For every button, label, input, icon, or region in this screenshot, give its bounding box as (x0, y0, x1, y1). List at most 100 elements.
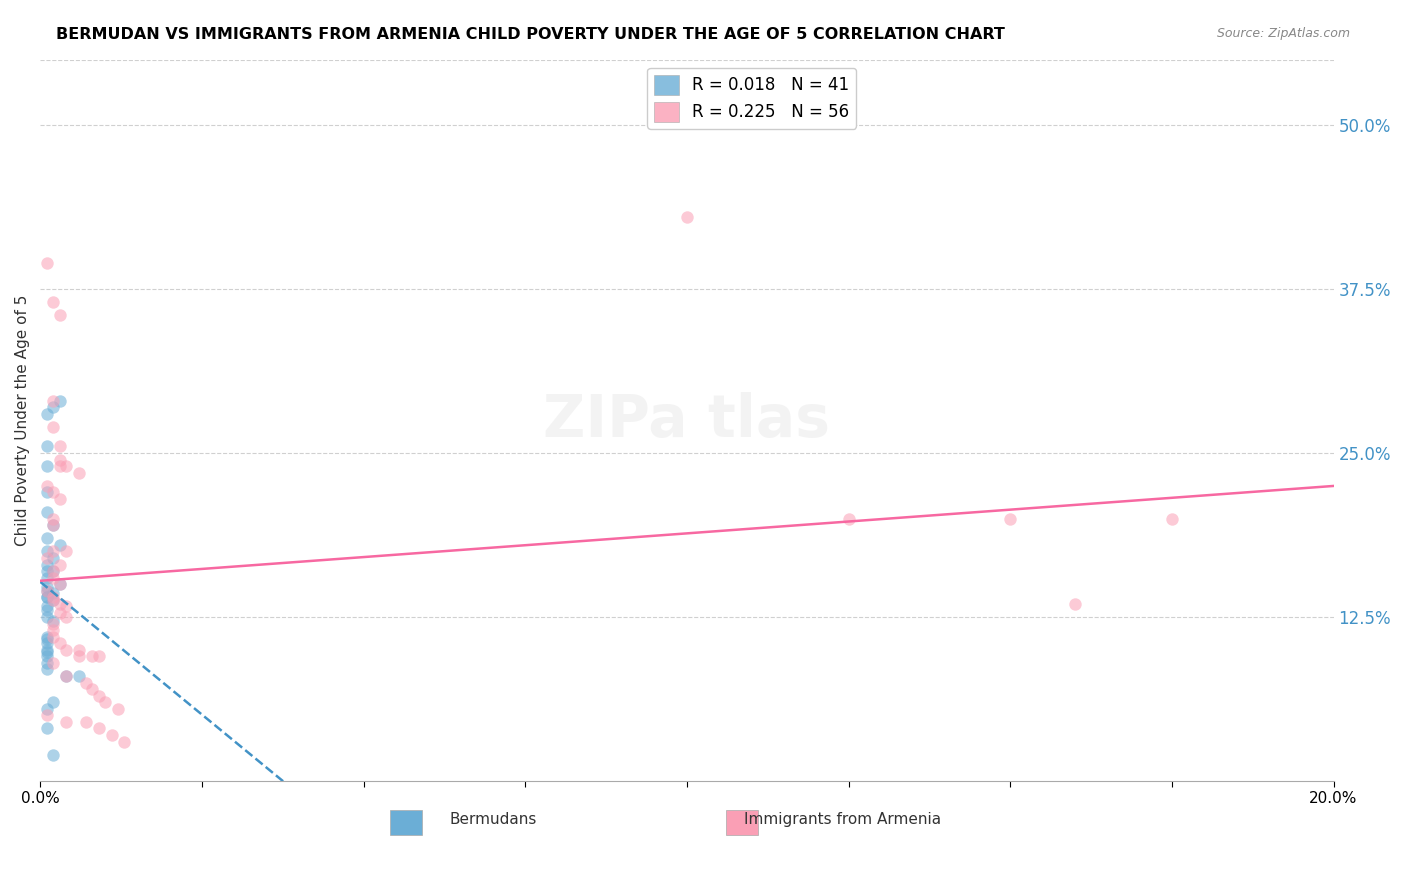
Point (35, 531, 58, 545)
Point (35, 505, 58, 519)
Point (42, 614, 65, 628)
Point (35, 580, 58, 594)
Point (82, 649, 104, 664)
Point (49, 636, 72, 650)
Point (49, 393, 72, 408)
Point (35, 610, 58, 624)
FancyBboxPatch shape (389, 810, 422, 835)
Point (55, 599, 77, 614)
Point (35, 583, 58, 598)
Point (35, 630, 58, 644)
Point (35, 645, 58, 659)
Point (67, 669, 90, 683)
Point (67, 642, 90, 657)
Point (42, 593, 65, 607)
Point (35, 459, 58, 474)
Point (42, 616, 65, 631)
Point (49, 452, 72, 467)
Point (35, 583, 58, 598)
Point (42, 571, 65, 585)
Point (35, 571, 58, 585)
Legend: R = 0.018   N = 41, R = 0.225   N = 56: R = 0.018 N = 41, R = 0.225 N = 56 (647, 68, 856, 128)
Point (35, 662, 58, 676)
Point (42, 564, 65, 578)
Point (42, 485, 65, 500)
Point (42, 656, 65, 670)
Point (49, 491, 72, 506)
Point (49, 577, 72, 591)
Point (75, 675, 97, 690)
Point (676, 210, 699, 224)
Point (55, 642, 77, 657)
Point (82, 682, 104, 697)
Point (42, 623, 65, 637)
Point (35, 564, 58, 578)
Point (42, 550, 65, 565)
Point (107, 702, 129, 716)
Point (35, 558, 58, 572)
Point (35, 603, 58, 617)
Point (42, 295, 65, 310)
FancyBboxPatch shape (725, 810, 758, 835)
Point (35, 599, 58, 614)
Point (42, 518, 65, 533)
Point (55, 459, 77, 474)
Point (42, 695, 65, 709)
Text: Immigrants from Armenia: Immigrants from Armenia (744, 812, 941, 827)
Point (94, 695, 117, 709)
Point (87, 722, 110, 736)
Point (114, 734, 136, 748)
Point (55, 714, 77, 729)
Point (42, 586, 65, 600)
Text: Source: ZipAtlas.com: Source: ZipAtlas.com (1216, 27, 1350, 40)
Point (49, 577, 72, 591)
Point (1160, 511, 1182, 525)
Point (35, 642, 58, 657)
Point (838, 511, 860, 525)
Point (87, 689, 110, 703)
Text: BERMUDAN VS IMMIGRANTS FROM ARMENIA CHILD POVERTY UNDER THE AGE OF 5 CORRELATION: BERMUDAN VS IMMIGRANTS FROM ARMENIA CHIL… (56, 27, 1005, 42)
Point (42, 518, 65, 533)
Point (35, 591, 58, 605)
Point (35, 256, 58, 270)
Point (1064, 597, 1087, 611)
Point (35, 636, 58, 650)
Point (42, 593, 65, 607)
Point (42, 400, 65, 414)
Point (35, 649, 58, 664)
Point (35, 407, 58, 421)
Point (55, 669, 77, 683)
Point (42, 630, 65, 644)
Point (49, 440, 72, 454)
Point (42, 747, 65, 762)
Point (35, 591, 58, 605)
Point (67, 649, 90, 664)
Point (49, 597, 72, 611)
Point (35, 479, 58, 493)
Point (35, 550, 58, 565)
Point (35, 440, 58, 454)
Text: Bermudans: Bermudans (450, 812, 537, 827)
Point (42, 419, 65, 434)
Point (55, 544, 77, 558)
Point (55, 610, 77, 624)
Point (67, 466, 90, 480)
Point (100, 728, 122, 742)
Point (49, 459, 72, 474)
Point (1000, 511, 1022, 525)
Point (35, 632, 58, 647)
Point (75, 714, 97, 729)
Point (49, 558, 72, 572)
Point (42, 591, 65, 605)
Point (42, 393, 65, 408)
Point (49, 538, 72, 552)
Point (35, 708, 58, 723)
Point (35, 485, 58, 500)
Y-axis label: Child Poverty Under the Age of 5: Child Poverty Under the Age of 5 (15, 294, 30, 546)
Point (42, 511, 65, 525)
Point (35, 702, 58, 716)
Point (49, 309, 72, 323)
Point (35, 544, 58, 558)
Point (42, 544, 65, 558)
Point (35, 656, 58, 670)
